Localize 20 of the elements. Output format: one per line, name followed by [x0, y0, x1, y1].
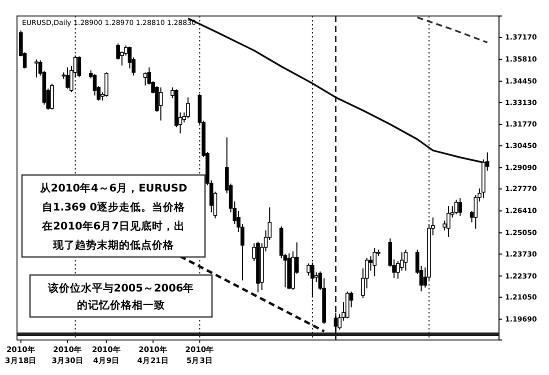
candlestick: [404, 249, 408, 272]
candlestick: [158, 86, 163, 121]
candlestick: [334, 312, 338, 335]
candlestick: [306, 262, 310, 276]
text-box: 该价位水平与2005～2006年的记忆价格相一致: [29, 274, 213, 318]
annotation: 从2010年4～6月，EURUSD自1.369 0逐步走低。当价格在2010年6月7日见底时，出现了趋势末期的低点价格: [38, 181, 188, 252]
candlestick: [372, 248, 377, 277]
candlestick: [50, 83, 54, 110]
candlestick: [454, 199, 458, 215]
candlestick: [446, 206, 450, 238]
candlestick: [77, 56, 82, 78]
candlestick: [104, 72, 108, 98]
annotation: 该价位水平与2005～2006年的记忆价格相一致: [46, 281, 194, 312]
candlestick: [186, 96, 190, 119]
candlestick: [66, 66, 70, 90]
candlestick: [34, 59, 38, 78]
text-box: 从2010年4～6月，EURUSD自1.369 0逐步走低。当价格在2010年6月7日见底时，出现了趋势末期的低点价格: [21, 174, 206, 258]
candlestick: [310, 262, 314, 298]
candlestick: [143, 72, 148, 86]
candlestick: [458, 198, 462, 216]
